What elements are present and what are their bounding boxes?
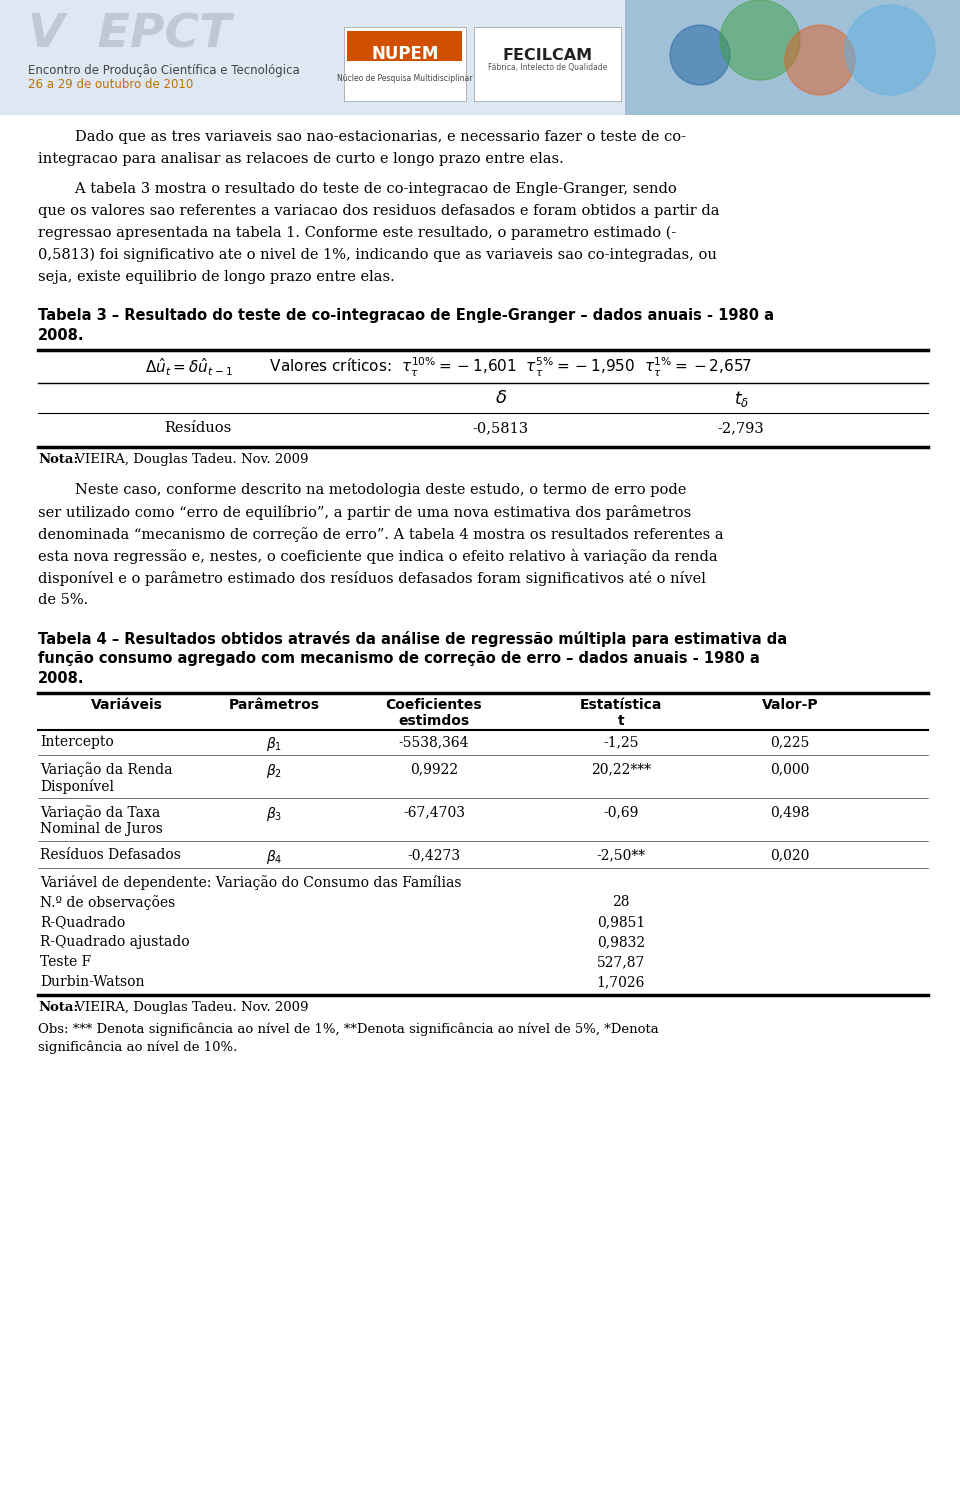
FancyBboxPatch shape: [344, 27, 466, 101]
Text: Variáveis: Variáveis: [91, 698, 163, 713]
Circle shape: [720, 0, 800, 80]
Circle shape: [845, 5, 935, 95]
Text: -0,4273: -0,4273: [407, 849, 461, 862]
Text: de 5%.: de 5%.: [38, 593, 88, 607]
Text: integracao para analisar as relacoes de curto e longo prazo entre elas.: integracao para analisar as relacoes de …: [38, 153, 564, 166]
Text: ser utilizado como “erro de equilíbrio”, a partir de uma nova estimativa dos par: ser utilizado como “erro de equilíbrio”,…: [38, 504, 691, 519]
Text: Coeficientes
estimdos: Coeficientes estimdos: [386, 698, 482, 728]
Text: Fábrica, Intelecto de Qualidade: Fábrica, Intelecto de Qualidade: [489, 63, 608, 72]
Text: 0,9851: 0,9851: [597, 915, 645, 929]
Text: $\beta_1$: $\beta_1$: [266, 735, 282, 753]
Text: 0,5813) foi significativo ate o nivel de 1%, indicando que as variaveis sao co-i: 0,5813) foi significativo ate o nivel de…: [38, 248, 717, 263]
Text: 20,22***: 20,22***: [591, 763, 651, 776]
Text: significância ao nível de 10%.: significância ao nível de 10%.: [38, 1040, 237, 1054]
Text: Valores críticos:  $\tau_\tau^{10\%} = -1{,}601$  $\tau_\tau^{5\%} = -1{,}950$  : Valores críticos: $\tau_\tau^{10\%} = -1…: [260, 356, 752, 379]
Text: NUPEM: NUPEM: [372, 45, 439, 63]
Text: 527,87: 527,87: [597, 954, 645, 969]
Text: Estatística
t: Estatística t: [580, 698, 662, 728]
Text: 0,225: 0,225: [770, 735, 809, 749]
Text: 28: 28: [612, 895, 630, 909]
Circle shape: [670, 26, 730, 85]
Text: -0,5813: -0,5813: [472, 421, 529, 435]
Text: Nota:: Nota:: [38, 453, 79, 467]
Text: $\delta$: $\delta$: [494, 390, 507, 408]
Text: 1,7026: 1,7026: [597, 975, 645, 989]
Text: Núcleo de Pesquisa Multidisciplinar: Núcleo de Pesquisa Multidisciplinar: [337, 74, 472, 83]
Text: R-Quadrado ajustado: R-Quadrado ajustado: [40, 935, 190, 948]
Text: 0,498: 0,498: [770, 805, 810, 818]
Text: Obs: *** Denota significância ao nível de 1%, **Denota significância ao nível de: Obs: *** Denota significância ao nível d…: [38, 1022, 659, 1036]
Text: $\beta_2$: $\beta_2$: [266, 763, 282, 781]
Text: Resíduos Defasados: Resíduos Defasados: [40, 849, 180, 862]
Text: V  EPCT: V EPCT: [28, 12, 231, 57]
Text: $t_\delta$: $t_\delta$: [733, 390, 749, 409]
Text: 0,000: 0,000: [770, 763, 809, 776]
Text: seja, existe equilibrio de longo prazo entre elas.: seja, existe equilibrio de longo prazo e…: [38, 270, 395, 284]
Text: $\Delta\hat{u}_t = \delta\hat{u}_{t-1}$: $\Delta\hat{u}_t = \delta\hat{u}_{t-1}$: [145, 356, 232, 378]
Text: $\beta_3$: $\beta_3$: [266, 805, 282, 823]
Text: -2,50**: -2,50**: [596, 849, 645, 862]
Text: disponível e o parâmetro estimado dos resíduos defasados foram significativos at: disponível e o parâmetro estimado dos re…: [38, 571, 706, 586]
Text: N.º de observações: N.º de observações: [40, 895, 176, 911]
Text: $\beta_4$: $\beta_4$: [266, 849, 282, 867]
FancyBboxPatch shape: [0, 0, 960, 115]
Text: Encontro de Produção Científica e Tecnológica: Encontro de Produção Científica e Tecnol…: [28, 63, 300, 77]
Text: A tabela 3 mostra o resultado do teste de co-integracao de Engle-Granger, sendo: A tabela 3 mostra o resultado do teste d…: [38, 183, 677, 196]
Text: -1,25: -1,25: [603, 735, 638, 749]
Text: esta nova regressão e, nestes, o coeficiente que indica o efeito relativo à vari: esta nova regressão e, nestes, o coefici…: [38, 550, 718, 565]
Text: VIEIRA, Douglas Tadeu. Nov. 2009: VIEIRA, Douglas Tadeu. Nov. 2009: [71, 453, 308, 467]
Text: 2008.: 2008.: [38, 670, 84, 686]
Text: Durbin-Watson: Durbin-Watson: [40, 975, 145, 989]
Text: R-Quadrado: R-Quadrado: [40, 915, 125, 929]
Text: 2008.: 2008.: [38, 328, 84, 343]
Circle shape: [785, 26, 855, 95]
Text: VIEIRA, Douglas Tadeu. Nov. 2009: VIEIRA, Douglas Tadeu. Nov. 2009: [71, 1001, 308, 1015]
Text: -67,4703: -67,4703: [403, 805, 465, 818]
Text: -2,793: -2,793: [718, 421, 764, 435]
Text: 0,020: 0,020: [770, 849, 809, 862]
Text: função consumo agregado com mecanismo de correção de erro – dados anuais - 1980 : função consumo agregado com mecanismo de…: [38, 651, 759, 666]
Text: 0,9832: 0,9832: [597, 935, 645, 948]
Text: Nota:: Nota:: [38, 1001, 79, 1015]
Text: Resíduos: Resíduos: [164, 421, 231, 435]
Text: que os valores sao referentes a variacao dos residuos defasados e foram obtidos : que os valores sao referentes a variacao…: [38, 204, 719, 217]
Text: Variação da Renda
Disponível: Variação da Renda Disponível: [40, 763, 173, 794]
Text: Valor-P: Valor-P: [761, 698, 818, 713]
FancyBboxPatch shape: [625, 0, 960, 115]
Text: 26 a 29 de outubro de 2010: 26 a 29 de outubro de 2010: [28, 79, 193, 91]
Text: 0,9922: 0,9922: [410, 763, 458, 776]
Text: Neste caso, conforme descrito na metodologia deste estudo, o termo de erro pode: Neste caso, conforme descrito na metodol…: [38, 483, 686, 497]
Text: Intercepto: Intercepto: [40, 735, 113, 749]
Text: -0,69: -0,69: [603, 805, 638, 818]
Text: Variação da Taxa
Nominal de Juros: Variação da Taxa Nominal de Juros: [40, 805, 163, 837]
Text: -5538,364: -5538,364: [398, 735, 469, 749]
Text: Variável de dependente: Variação do Consumo das Famílias: Variável de dependente: Variação do Cons…: [40, 874, 462, 889]
Text: Tabela 3 – Resultado do teste de co-integracao de Engle-Granger – dados anuais -: Tabela 3 – Resultado do teste de co-inte…: [38, 308, 774, 323]
FancyBboxPatch shape: [474, 27, 621, 101]
Text: Dado que as tres variaveis sao nao-estacionarias, e necessario fazer o teste de : Dado que as tres variaveis sao nao-estac…: [38, 130, 686, 143]
Text: Teste F: Teste F: [40, 954, 91, 969]
Text: Parâmetros: Parâmetros: [228, 698, 320, 713]
Text: FECILCAM: FECILCAM: [503, 48, 593, 63]
Text: Tabela 4 – Resultados obtidos através da análise de regressão múltipla para esti: Tabela 4 – Resultados obtidos através da…: [38, 631, 787, 646]
FancyBboxPatch shape: [347, 32, 462, 60]
Text: denominada “mecanismo de correção de erro”. A tabela 4 mostra os resultados refe: denominada “mecanismo de correção de err…: [38, 527, 724, 542]
Text: regressao apresentada na tabela 1. Conforme este resultado, o parametro estimado: regressao apresentada na tabela 1. Confo…: [38, 226, 676, 240]
